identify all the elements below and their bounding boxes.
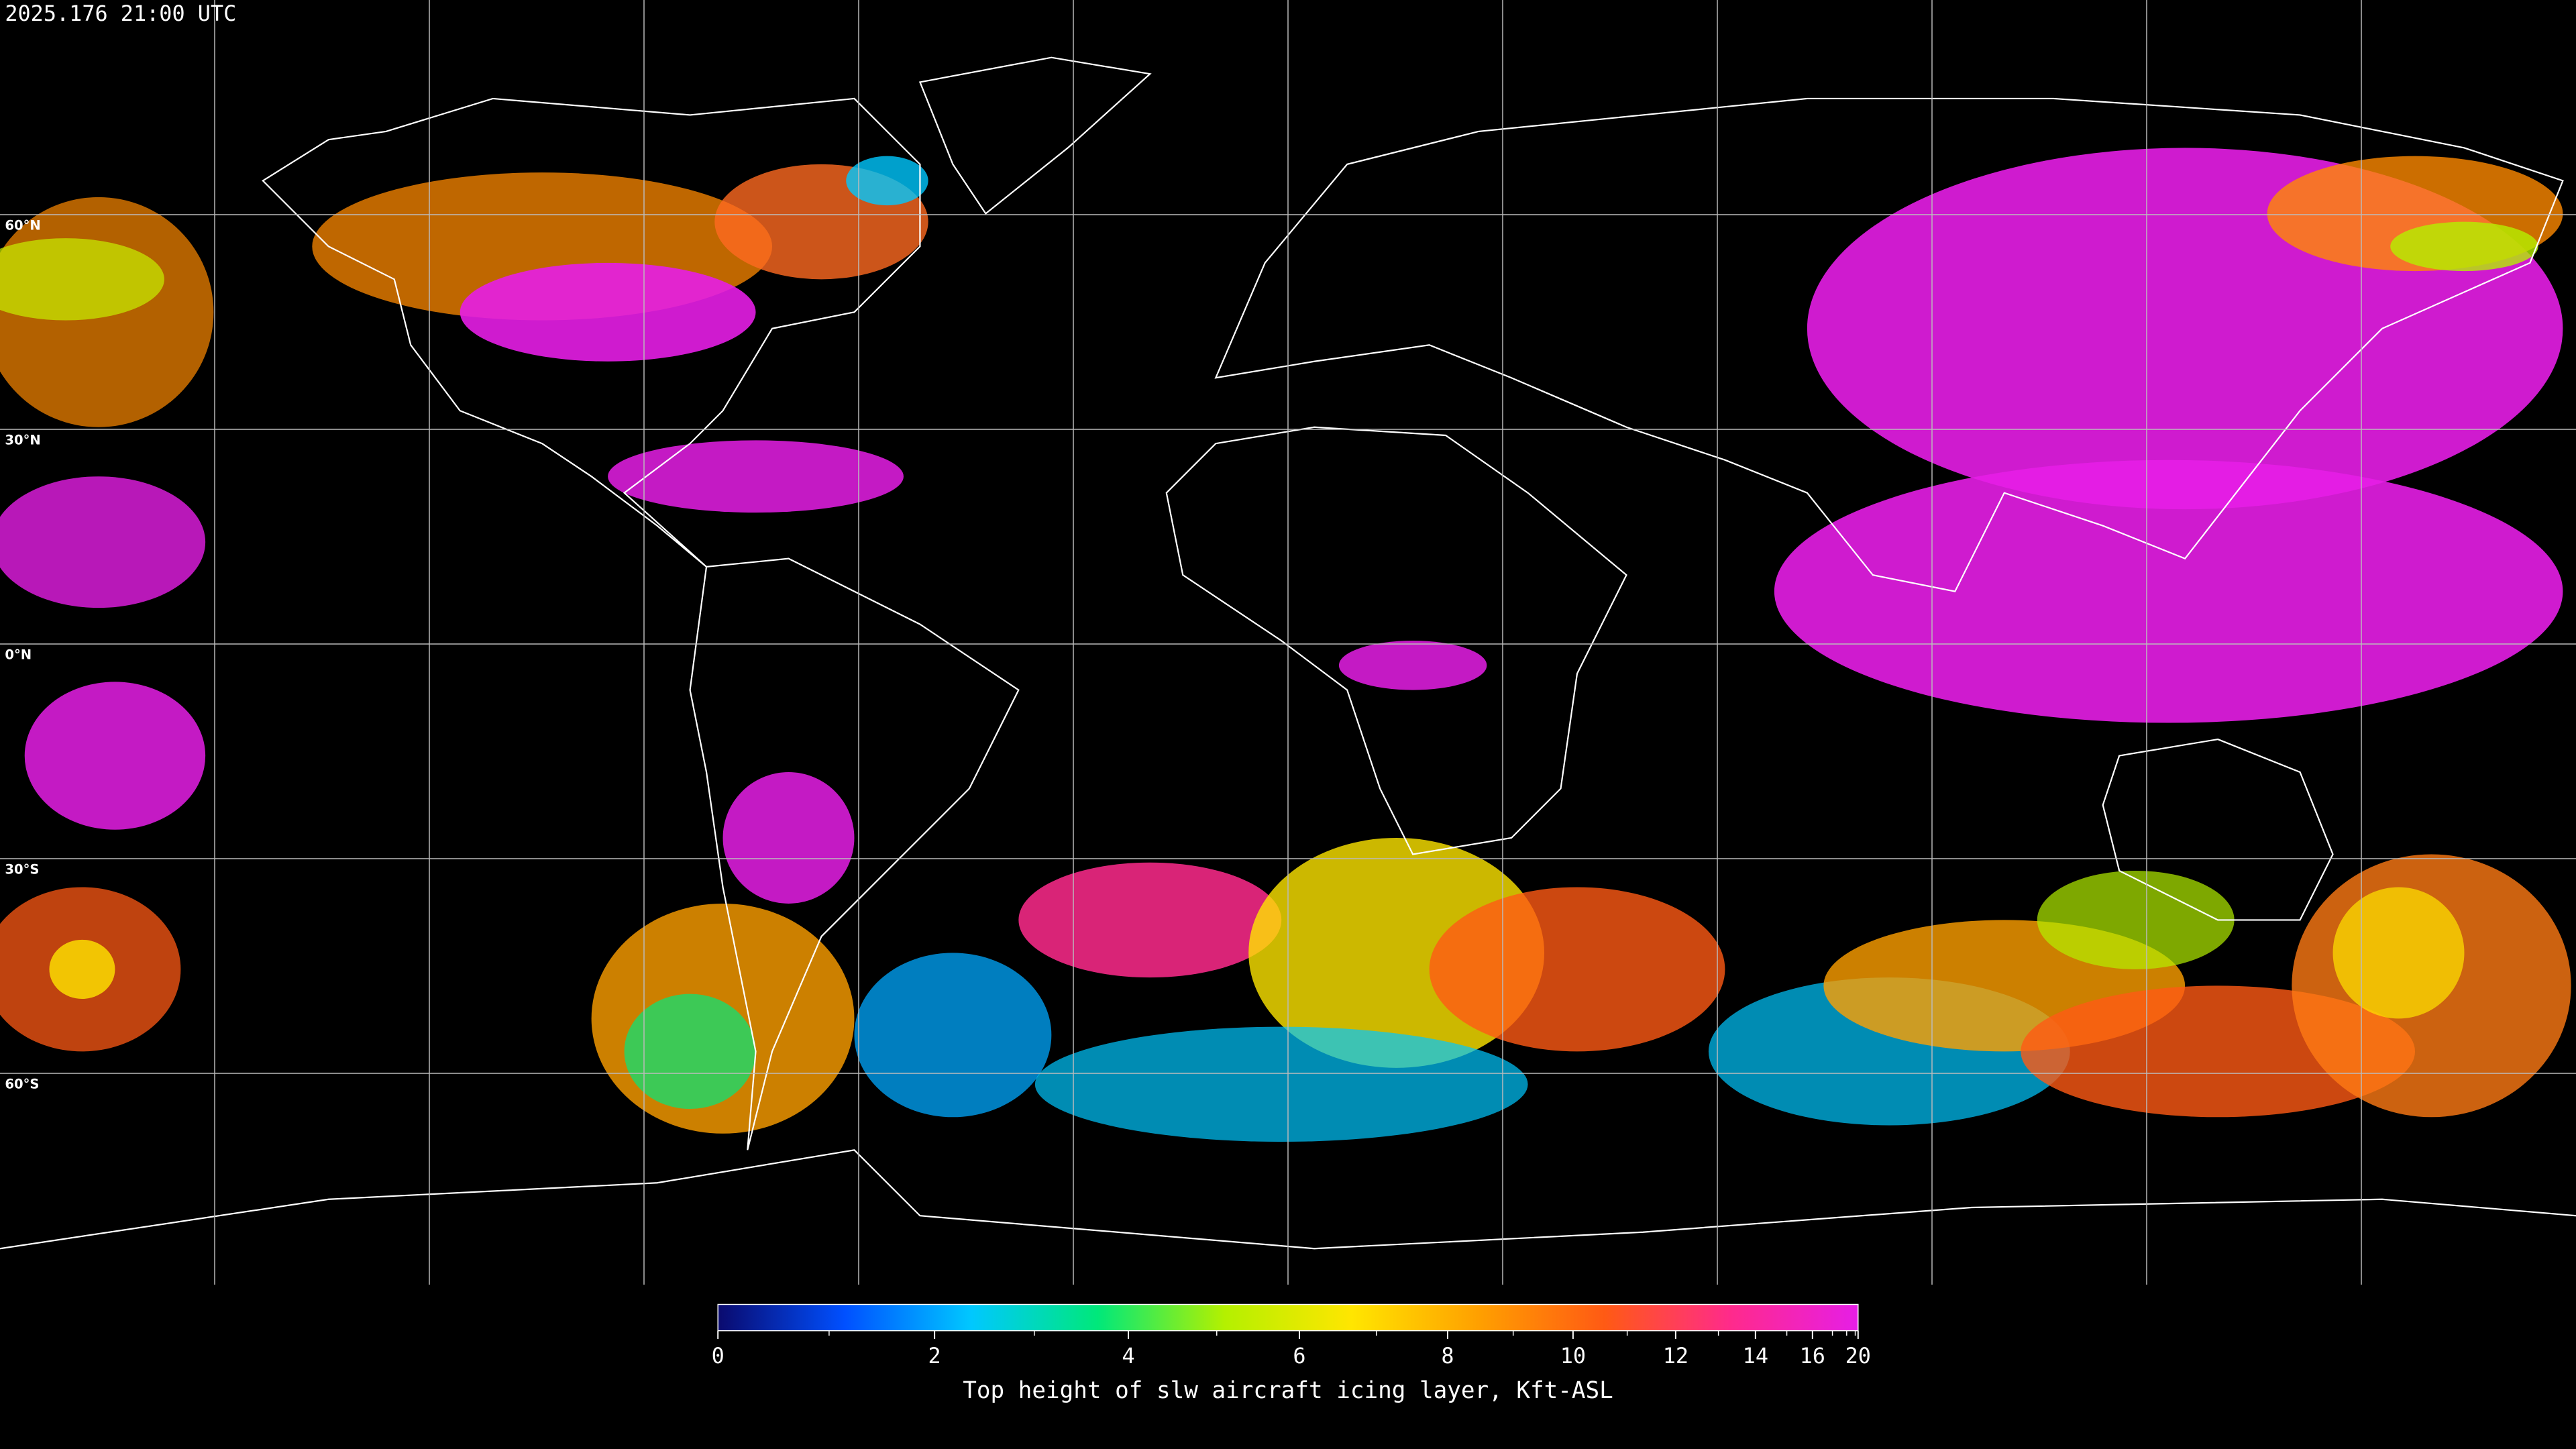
colorbar-tick-label: 20 <box>1845 1343 1871 1368</box>
colorbar-tick-label: 12 <box>1663 1343 1688 1368</box>
colorbar-tick-label: 10 <box>1560 1343 1586 1368</box>
colorbar-tick-label: 8 <box>1441 1343 1454 1368</box>
latitude-label: 60°S <box>5 1077 39 1092</box>
icing-field <box>0 148 2571 1142</box>
latitude-label: 30°S <box>5 862 39 877</box>
latitude-label: 30°N <box>5 433 40 448</box>
colorbar-label: Top height of slw aircraft icing layer, … <box>963 1377 1613 1404</box>
graticule <box>0 0 2576 1285</box>
latitude-label: 60°N <box>5 218 40 233</box>
timestamp: 2025.176 21:00 UTC <box>5 1 236 26</box>
colorbar-tick-label: 16 <box>1800 1343 1825 1368</box>
colorbar-tick-label: 0 <box>712 1343 724 1368</box>
colorbar-tick-label: 14 <box>1743 1343 1768 1368</box>
colorbar <box>717 1303 1859 1332</box>
coastlines <box>0 56 2576 1250</box>
colorbar-tick-label: 4 <box>1122 1343 1134 1368</box>
colorbar-tick-label: 6 <box>1293 1343 1305 1368</box>
colorbar-tick-label: 2 <box>928 1343 941 1368</box>
latitude-label: 0°N <box>5 647 32 663</box>
